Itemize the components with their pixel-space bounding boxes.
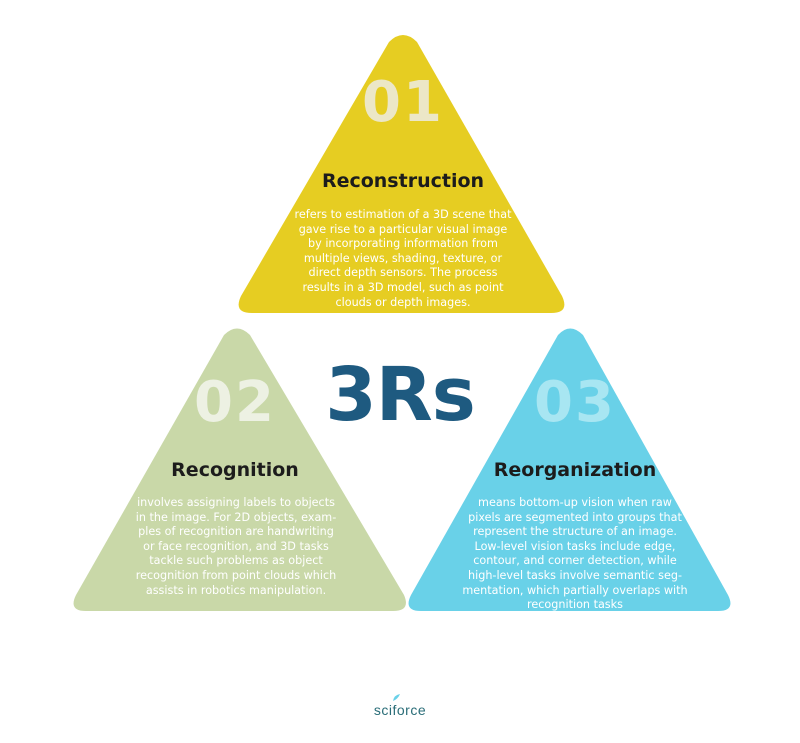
description-line: by incorporating information from [308, 237, 498, 251]
description-line: Low-level vision tasks include edge, [474, 539, 676, 553]
description-line: direct depth sensors. The process [308, 266, 498, 280]
reconstruction-description: refers to estimation of a 3D scene that g… [280, 208, 526, 310]
description-line: recognition from point clouds which [135, 568, 337, 582]
recognition-description: involves assigning labels to objects in t… [118, 496, 354, 598]
description-line: means bottom-up vision when raw [478, 496, 672, 509]
description-line: assists in robotics manipulation. [145, 583, 327, 597]
description-line: contour, and corner detection, while [473, 554, 677, 568]
reorganization-title: Reorganization [493, 459, 657, 481]
description-line: involves assigning labels to objects [137, 496, 335, 509]
recognition-triangle [73, 328, 406, 611]
section-number-02: 02 [194, 370, 276, 435]
sciforce-logo: sciforce [373, 702, 427, 718]
description-line: pixels are segmented into groups that [468, 510, 682, 524]
description-line: ples of recognition are handwriting [138, 525, 334, 539]
description-line: recognition tasks [527, 598, 623, 612]
reconstruction-triangle [238, 35, 565, 313]
description-line: or face recognition, and 3D tasks [143, 539, 329, 553]
section-number-01: 01 [362, 70, 444, 135]
description-line: multiple views, shading, texture, or [303, 251, 503, 265]
description-line: represent the structure of an image. [473, 525, 677, 539]
reorganization-description: means bottom-up vision when raw pixels ar… [446, 496, 704, 613]
description-line: clouds or depth images. [335, 295, 471, 309]
description-line: refers to estimation of a 3D scene that [294, 208, 512, 221]
section-number-03: 03 [534, 370, 616, 435]
description-line: tackle such problems as object [149, 554, 323, 568]
description-line: results in a 3D model, such as point [302, 280, 504, 294]
description-line: mentation, which partially overlaps with [462, 583, 688, 597]
reorganization-triangle [408, 328, 731, 611]
description-line: in the image. For 2D objects, exam- [135, 510, 337, 524]
description-line: gave rise to a particular visual image [298, 222, 508, 236]
recognition-title: Recognition [171, 459, 299, 481]
description-line: high-level tasks involve semantic seg- [468, 568, 682, 582]
center-label-3rs: 3Rs [325, 352, 476, 438]
sciforce-leaf-icon [393, 694, 400, 701]
reconstruction-title: Reconstruction [321, 170, 485, 192]
